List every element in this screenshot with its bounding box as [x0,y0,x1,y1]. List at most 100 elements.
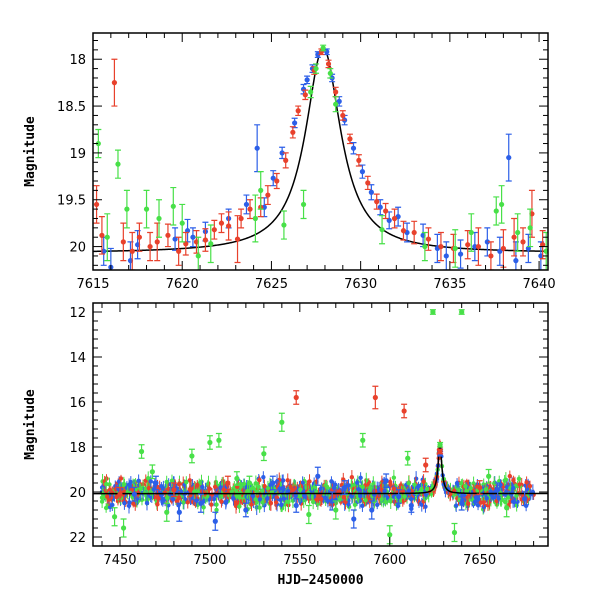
data-point [459,309,465,315]
data-point [422,496,428,501]
data-point [510,499,516,504]
data-point [451,529,458,536]
data-point [497,248,503,254]
data-point [95,140,101,147]
data-point [237,504,242,509]
data-point [359,169,366,175]
plot-frame [92,32,549,271]
data-point [524,486,530,492]
data-point [278,497,283,502]
data-point [135,496,140,501]
data-point [316,493,321,498]
ticks [92,33,548,270]
data-point [234,475,240,482]
data-point [383,499,388,505]
data-point [379,227,385,233]
data-point [148,479,153,484]
data-point [261,451,267,457]
data-point [484,239,490,245]
data-point [189,453,195,459]
data-point [138,486,143,492]
data-point [214,502,219,507]
data-point [257,477,262,483]
data-point [506,154,512,161]
data-point [237,495,242,500]
data-point [430,309,436,315]
data-point [360,484,365,490]
data-point [374,199,380,205]
data-point [310,499,316,505]
data-point [120,525,127,531]
data-point [281,496,287,501]
x-tick-label: 7635 [433,277,466,292]
data-point [391,486,396,491]
data-point [372,394,378,401]
data-point [111,514,118,520]
data-point [360,503,365,508]
y-tick-label: 16 [69,396,86,411]
x-tick-label: 7640 [523,277,556,292]
data-point [178,489,184,494]
data-point [483,487,488,492]
data-point [138,448,145,455]
data-point [511,477,516,483]
data-point [349,475,355,480]
data-point [463,483,468,489]
data-point [475,243,482,250]
data-point [293,394,299,401]
data-point [257,497,263,502]
data-point [164,479,169,485]
data-point [103,505,109,511]
data-point [146,475,151,481]
data-point [265,192,271,198]
series-0 [100,48,544,270]
data-point [106,497,112,502]
data-point [383,208,389,214]
data-point [187,487,192,492]
data-point [454,503,459,508]
data-point [481,500,486,505]
data-point [401,408,407,414]
data-point [301,489,307,494]
data-point [465,501,471,506]
data-point [253,481,259,486]
y-tick-label: 19 [69,147,86,162]
data-point [146,485,152,491]
data-point [256,484,261,490]
data-point [176,495,182,500]
data-point [396,493,402,500]
y-tick-label: 14 [69,351,86,366]
data-point [495,487,501,493]
top-panel: 7615 7620 7625 7630 7635 7640 18 18.5 19 19.5 20 Ma… [23,32,556,292]
data-point [143,206,150,212]
data-point [107,482,112,487]
data-point [356,157,362,163]
data-point [368,189,374,195]
data-point [405,455,411,461]
data-point [513,258,519,264]
data-point [400,228,407,234]
data-point [504,505,510,511]
plot-area [93,44,548,270]
data-point [454,480,460,486]
data-point [187,478,192,483]
data-point [104,234,110,240]
data-point [202,237,209,243]
data-point [323,495,328,500]
data-point [136,234,142,240]
data-point [243,201,250,208]
data-point [258,187,264,193]
data-point [290,129,296,135]
data-point [363,498,368,503]
data-point [243,507,249,513]
data-point [238,215,244,222]
data-point [124,206,130,212]
data-point [502,478,507,483]
data-point [216,437,222,443]
data-point [329,498,335,504]
data-point [262,483,267,489]
data-point [176,509,182,515]
data-point [211,227,217,233]
data-point [360,437,366,443]
